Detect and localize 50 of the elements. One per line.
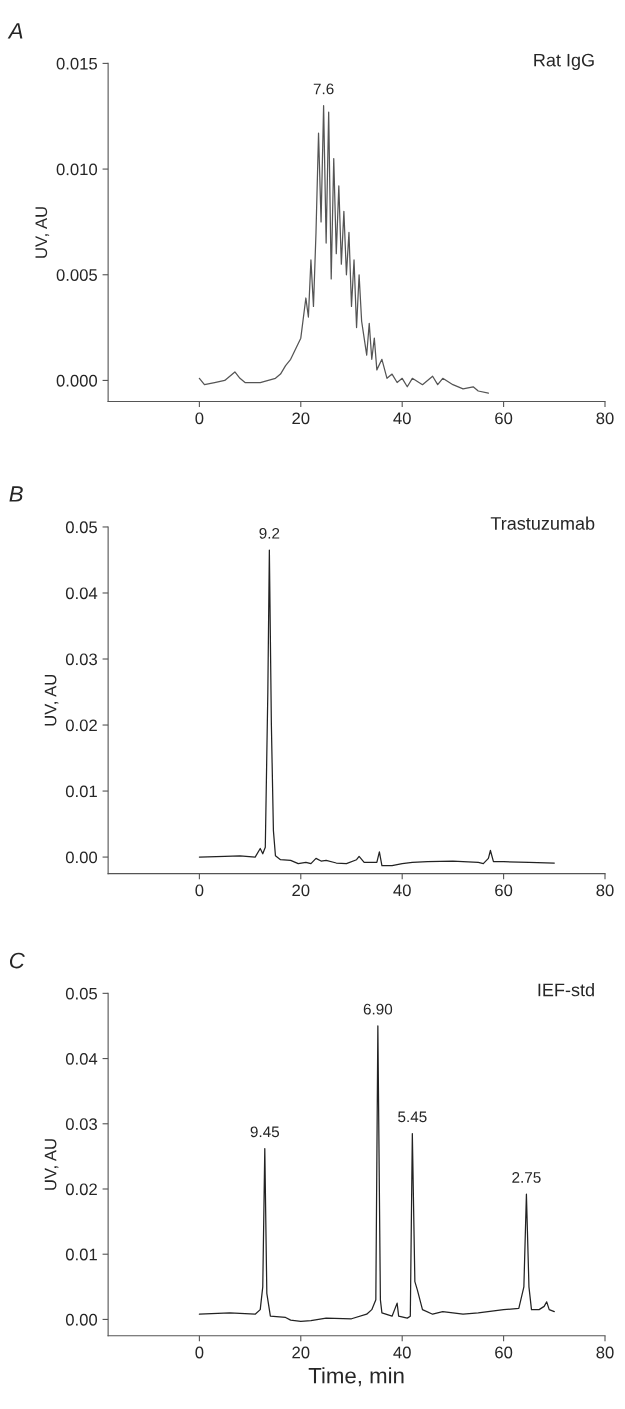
annotation: 9.2 [259,527,280,539]
y-axis-title: UV, AU [44,675,59,726]
y-tick-label: 0.04 [65,587,98,600]
y-tick-label: 0.00 [65,851,98,864]
x-tick-label: 60 [495,884,513,897]
x-tick-label: 20 [292,412,310,425]
x-tick-label: 20 [292,1346,310,1359]
x-tick-label: 60 [495,1346,513,1359]
y-tick-label: 0.010 [56,163,98,176]
chart-title: B [9,486,23,502]
annotation: 6.90 [363,1003,393,1015]
x-tick-label: 80 [596,1346,614,1359]
annotation: IEF-std [538,983,594,997]
x-tick-label: 80 [596,412,614,425]
y-axis-title: UV, AU [44,1139,59,1190]
x-tick-label: 40 [393,1346,411,1359]
annotation: Trastuzumab [490,516,595,530]
x-tick-label: 0 [195,1346,204,1359]
x-tick-label: 20 [292,884,310,897]
y-tick-label: 0.03 [65,1118,97,1130]
y-tick-label: 0.02 [65,719,97,732]
y-tick-label: 0.00 [65,1313,98,1326]
y-tick-label: 0.01 [65,785,97,798]
y-tick-label: 0.000 [56,374,98,387]
line-series [198,105,490,394]
x-tick-label: 0 [195,884,204,897]
annotation: 9.45 [250,1126,280,1138]
y-tick-label: 0.02 [65,1183,97,1196]
x-tick-label: 0 [195,412,204,425]
line-series [198,1025,555,1323]
x-tick-label: 40 [393,412,411,425]
y-tick-label: 0.05 [65,987,98,1000]
line-series [198,549,555,867]
y-tick-label: 0.04 [65,1052,98,1065]
y-tick-label: 0.05 [65,521,98,534]
annotation: 5.45 [398,1111,427,1123]
y-tick-label: 0.015 [56,57,98,70]
y-tick-label: 0.005 [56,269,98,281]
x-axis-title: Time, min [308,1367,404,1387]
chart-title: A [7,23,23,39]
chart-title: C [9,952,25,969]
annotation: Rat IgG [534,53,594,71]
annotation: 2.75 [512,1172,541,1183]
y-tick-label: 0.03 [65,653,97,666]
x-tick-label: 60 [495,412,513,425]
y-tick-label: 0.01 [65,1248,97,1261]
annotation: 7.6 [313,83,334,95]
x-tick-label: 40 [393,884,411,897]
x-tick-label: 80 [596,884,614,897]
y-axis-title: UV, AU [35,207,50,258]
